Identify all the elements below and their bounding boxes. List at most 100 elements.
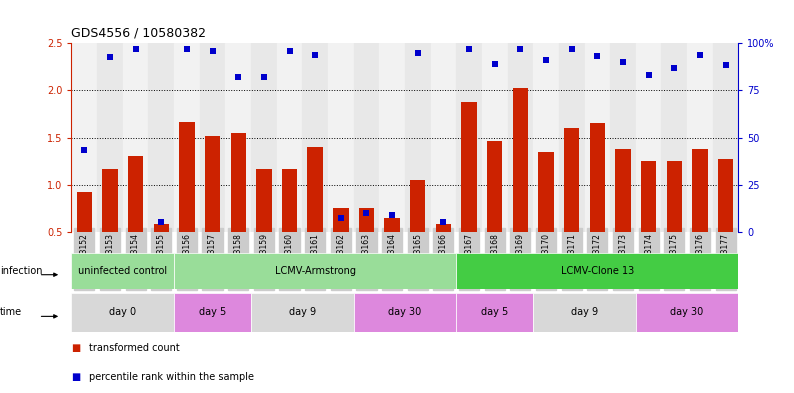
- Bar: [380, 43, 405, 232]
- Point: [334, 215, 347, 221]
- Bar: [610, 43, 636, 232]
- Bar: [97, 43, 123, 232]
- Bar: [661, 43, 687, 232]
- Bar: [641, 161, 657, 232]
- Bar: [384, 218, 400, 232]
- Bar: [564, 128, 580, 232]
- Bar: [200, 43, 225, 232]
- Bar: [590, 123, 605, 232]
- FancyBboxPatch shape: [636, 293, 738, 332]
- Bar: [205, 136, 220, 232]
- Point: [103, 54, 116, 61]
- Text: day 5: day 5: [199, 307, 226, 318]
- Bar: [615, 149, 630, 232]
- Point: [642, 72, 655, 79]
- Bar: [282, 169, 297, 232]
- FancyBboxPatch shape: [174, 293, 251, 332]
- Text: day 0: day 0: [110, 307, 137, 318]
- Text: infection: infection: [0, 266, 43, 276]
- FancyBboxPatch shape: [251, 293, 353, 332]
- Bar: [430, 43, 457, 232]
- Bar: [461, 102, 476, 232]
- Point: [206, 48, 219, 54]
- Point: [488, 61, 501, 67]
- Bar: [71, 43, 97, 232]
- Bar: [713, 43, 738, 232]
- Point: [309, 52, 322, 59]
- Bar: [179, 121, 195, 232]
- Point: [155, 219, 168, 226]
- Point: [78, 147, 91, 153]
- Text: day 5: day 5: [481, 307, 508, 318]
- Bar: [328, 43, 353, 232]
- Point: [257, 74, 270, 80]
- Text: time: time: [0, 307, 22, 318]
- Bar: [457, 43, 482, 232]
- Bar: [303, 43, 328, 232]
- Text: day 30: day 30: [670, 307, 703, 318]
- Point: [411, 50, 424, 56]
- FancyBboxPatch shape: [174, 253, 457, 289]
- Point: [386, 212, 399, 218]
- Bar: [513, 88, 528, 232]
- Bar: [225, 43, 251, 232]
- Bar: [538, 152, 553, 232]
- Bar: [482, 43, 507, 232]
- Bar: [359, 208, 374, 232]
- Point: [668, 64, 680, 71]
- Bar: [353, 43, 380, 232]
- Bar: [174, 43, 200, 232]
- Point: [283, 48, 296, 54]
- Bar: [636, 43, 661, 232]
- Bar: [251, 43, 276, 232]
- Text: GDS4556 / 10580382: GDS4556 / 10580382: [71, 26, 206, 39]
- Bar: [148, 43, 174, 232]
- Text: uninfected control: uninfected control: [78, 266, 168, 276]
- Point: [437, 219, 449, 226]
- Text: ■: ■: [71, 343, 81, 353]
- Text: ■: ■: [71, 372, 81, 382]
- Bar: [410, 180, 426, 232]
- Bar: [692, 149, 707, 232]
- FancyBboxPatch shape: [457, 293, 534, 332]
- Bar: [256, 169, 272, 232]
- Point: [180, 46, 193, 52]
- Bar: [667, 161, 682, 232]
- Text: LCMV-Armstrong: LCMV-Armstrong: [275, 266, 356, 276]
- Text: day 9: day 9: [289, 307, 316, 318]
- Bar: [559, 43, 584, 232]
- Point: [591, 53, 603, 60]
- FancyBboxPatch shape: [71, 253, 174, 289]
- Point: [514, 46, 526, 52]
- Bar: [307, 147, 323, 232]
- Bar: [76, 192, 92, 232]
- Bar: [584, 43, 610, 232]
- Bar: [718, 159, 734, 232]
- Point: [540, 57, 553, 63]
- Text: LCMV-Clone 13: LCMV-Clone 13: [561, 266, 634, 276]
- Point: [232, 74, 245, 80]
- Bar: [687, 43, 713, 232]
- FancyBboxPatch shape: [457, 253, 738, 289]
- Point: [463, 46, 476, 52]
- Text: day 9: day 9: [571, 307, 598, 318]
- Text: transformed count: transformed count: [89, 343, 179, 353]
- Bar: [102, 169, 118, 232]
- Bar: [276, 43, 303, 232]
- Text: day 30: day 30: [388, 307, 422, 318]
- FancyBboxPatch shape: [534, 293, 636, 332]
- Bar: [333, 208, 349, 232]
- Bar: [436, 224, 451, 232]
- Bar: [128, 156, 143, 232]
- Bar: [487, 141, 503, 232]
- Bar: [123, 43, 148, 232]
- Bar: [507, 43, 534, 232]
- Point: [129, 46, 142, 52]
- Bar: [405, 43, 430, 232]
- Bar: [153, 224, 169, 232]
- Bar: [534, 43, 559, 232]
- Point: [617, 59, 630, 65]
- Point: [694, 52, 707, 59]
- Text: percentile rank within the sample: percentile rank within the sample: [89, 372, 254, 382]
- Bar: [230, 133, 246, 232]
